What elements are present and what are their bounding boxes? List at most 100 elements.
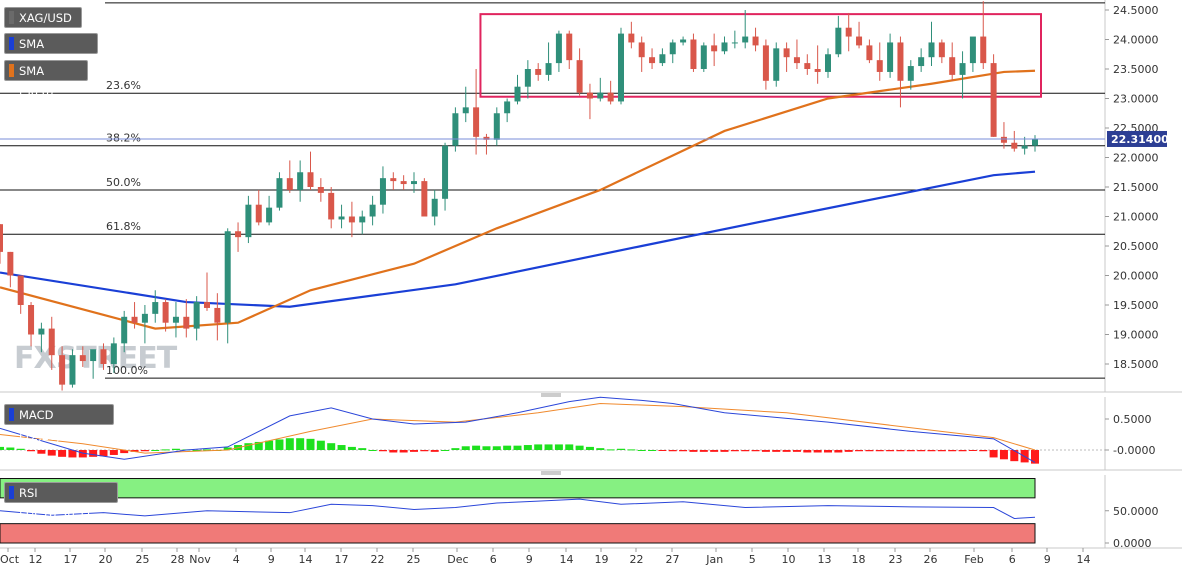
candle-body [431, 198, 438, 217]
macd-histogram-bar [503, 445, 512, 450]
price-tick-label: 19.0000 [1113, 329, 1159, 342]
macd-histogram-bar [648, 450, 657, 451]
candle [493, 107, 500, 146]
macd-tick-label: -0.0000 [1113, 444, 1155, 457]
x-tick-label: 22 [630, 553, 644, 566]
candle-body [359, 216, 366, 223]
candle [17, 275, 24, 314]
macd-histogram-bar [203, 449, 211, 451]
macd-histogram-bar [89, 450, 98, 457]
rsi-tag[interactable]: RSI (14,70,30,1) [4, 482, 118, 521]
macd-histogram-bar [813, 450, 822, 453]
candle [856, 21, 863, 49]
candle-body [649, 57, 656, 64]
macd-histogram-bar [1010, 450, 1019, 462]
macd-histogram-bar [627, 449, 636, 451]
macd-histogram-bar [368, 450, 377, 451]
x-tick-label: 18 [852, 553, 866, 566]
x-tick-label: 19 [595, 553, 609, 566]
candle-body [866, 45, 873, 61]
macd-histogram-bar [47, 450, 56, 456]
candle [555, 30, 562, 72]
candle [659, 48, 666, 67]
candle [276, 172, 283, 211]
price-tick-label: 23.0000 [1113, 93, 1159, 106]
x-tick-label: 27 [666, 553, 680, 566]
candle [266, 195, 273, 226]
candle [597, 77, 604, 102]
macd-histogram-bar [410, 450, 418, 452]
instrument-tag[interactable]: XAG/USD [4, 7, 82, 28]
candle-body [379, 178, 386, 205]
x-tick-label: 17 [335, 553, 349, 566]
candle-body [566, 33, 573, 61]
candle [245, 195, 252, 244]
candle [307, 151, 314, 190]
macd-histogram-bar [824, 450, 832, 453]
x-tick-label: 6 [490, 553, 497, 566]
macd-histogram-bar [120, 450, 129, 454]
macd-histogram-bar [679, 450, 688, 452]
candle-body [576, 60, 583, 93]
macd-histogram-bar [109, 450, 118, 455]
candle [876, 42, 883, 81]
macd-histogram-bar [834, 450, 843, 453]
candle-body [783, 48, 790, 58]
macd-histogram-bar [523, 445, 532, 450]
macd-histogram-bar [979, 450, 988, 452]
macd-histogram-bar [27, 450, 36, 452]
x-tick-label: 23 [889, 553, 903, 566]
macd-histogram-bar [668, 450, 677, 452]
candle [100, 343, 107, 370]
macd-tag[interactable]: MACD (12,26,9) [4, 404, 114, 443]
candle-body [597, 92, 604, 99]
sma50-tag[interactable]: SMA (50,0) [4, 60, 88, 99]
sma100-tag[interactable]: SMA (100,0) [4, 33, 98, 72]
candle-body [421, 181, 428, 217]
macd-histogram-bar [399, 450, 408, 453]
candle-body [1032, 139, 1038, 146]
candle [669, 39, 676, 64]
candle-body [586, 92, 593, 99]
macd-histogram-bar [720, 450, 729, 452]
macd-histogram-bar [430, 450, 439, 452]
macd-histogram-bar [855, 450, 864, 452]
candle-body [276, 178, 283, 208]
candle [566, 30, 573, 69]
macd-histogram-bar [896, 450, 905, 452]
macd-histogram-bar [534, 444, 543, 450]
candle-body [266, 207, 273, 223]
candle [90, 349, 97, 379]
x-tick-label: 14 [299, 553, 313, 566]
rsi-tick-label: 50.0000 [1113, 505, 1159, 518]
candle [38, 322, 45, 353]
macd-histogram-bar [865, 450, 874, 452]
candle-body [7, 251, 14, 276]
candle [804, 54, 811, 75]
candle-body [545, 63, 552, 75]
candle [286, 160, 293, 193]
candle-body [79, 355, 86, 362]
macd-histogram-bar [140, 450, 149, 452]
macd-histogram-bar [451, 448, 460, 450]
macd-histogram-bar [575, 445, 584, 450]
x-tick-label: Feb [964, 553, 983, 566]
candle-body [214, 307, 221, 323]
candle-body [980, 36, 987, 64]
macd-histogram-bar [803, 450, 812, 453]
macd-histogram-bar [585, 446, 594, 450]
macd-histogram-bar [617, 448, 625, 450]
macd-histogram-bar [482, 446, 491, 450]
candle-body [204, 302, 210, 308]
macd-histogram-bar [689, 450, 698, 452]
candle [690, 33, 697, 72]
fib-level-label: 100.0% [106, 364, 148, 377]
macd-histogram-bar [544, 444, 553, 450]
macd-histogram-bar [699, 450, 708, 452]
candle [452, 107, 459, 152]
candle-body [804, 63, 811, 69]
macd-histogram-bar [772, 450, 781, 452]
macd-histogram-bar [420, 450, 429, 452]
x-tick-label: 22 [371, 553, 385, 566]
